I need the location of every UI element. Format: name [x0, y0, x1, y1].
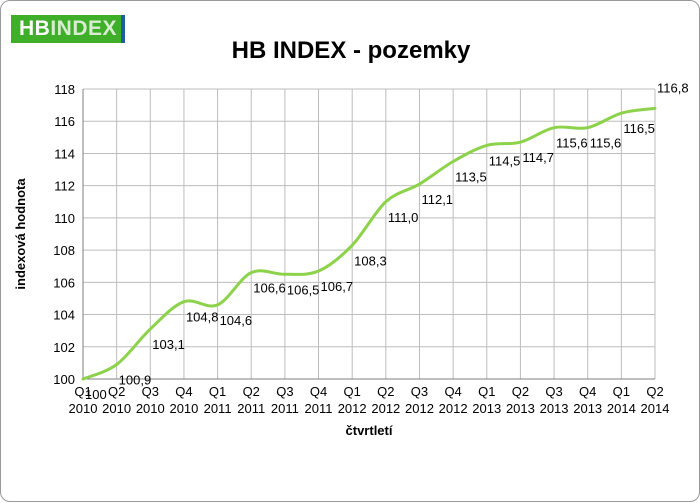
data-label: 106,5 [287, 282, 320, 297]
data-label: 115,6 [556, 136, 588, 151]
x-tick-label-year: 2012 [371, 401, 400, 416]
data-label: 103,1 [152, 337, 185, 352]
x-tick-label-year: 2011 [305, 401, 333, 416]
x-tick-label-quarter: Q1 [344, 384, 361, 399]
data-point [115, 363, 119, 367]
x-tick-label-year: 2013 [506, 401, 535, 416]
x-tick-label-year: 2012 [405, 401, 434, 416]
x-tick-label-quarter: Q3 [411, 384, 428, 399]
x-tick-label-year: 2010 [69, 401, 98, 416]
x-tick-label-year: 2013 [540, 401, 569, 416]
data-label: 108,3 [354, 253, 387, 268]
data-point [350, 243, 354, 247]
data-point [249, 271, 253, 275]
data-point [216, 303, 220, 307]
x-tick-label-year: 2014 [607, 401, 636, 416]
x-tick-label-year: 2011 [271, 401, 299, 416]
x-tick-label-quarter: Q3 [545, 384, 562, 399]
x-tick-label-year: 2010 [136, 401, 165, 416]
x-tick-label-year: 2011 [204, 401, 232, 416]
x-tick-label-year: 2013 [472, 401, 501, 416]
x-tick-label-quarter: Q4 [444, 384, 461, 399]
x-tick-label-year: 2012 [338, 401, 367, 416]
data-point [586, 126, 590, 130]
data-point [182, 300, 186, 304]
data-point [384, 200, 388, 204]
y-tick-label: 114 [54, 146, 75, 161]
chart-title: HB INDEX - pozemky [231, 37, 471, 64]
data-label: 116,8 [657, 80, 689, 95]
x-tick-label-year: 2010 [169, 401, 198, 416]
logo-text-hb: HB [19, 17, 51, 40]
x-tick-label-quarter: Q2 [377, 384, 394, 399]
y-tick-label: 102 [53, 340, 75, 355]
data-label: 100 [85, 387, 107, 402]
x-tick-label-quarter: Q4 [579, 384, 596, 399]
y-tick-label: 106 [53, 275, 75, 290]
x-tick-label-quarter: Q3 [142, 384, 159, 399]
x-tick-label-year: 2010 [102, 401, 131, 416]
data-label: 111,0 [388, 210, 419, 225]
x-tick-label-quarter: Q1 [478, 384, 495, 399]
x-axis-title: čtvrtletí [346, 423, 393, 438]
data-label: 114,5 [489, 153, 521, 168]
data-label: 104,8 [186, 310, 219, 325]
data-point [417, 182, 421, 186]
x-tick-label-quarter: Q1 [74, 384, 91, 399]
data-point [317, 269, 321, 273]
data-point [485, 143, 489, 147]
data-point [283, 272, 287, 276]
x-tick-label-quarter: Q2 [646, 384, 663, 399]
x-tick-label-quarter: Q1 [209, 384, 226, 399]
data-point [451, 160, 455, 164]
y-tick-label: 110 [54, 211, 75, 226]
data-label: 106,6 [253, 281, 286, 296]
data-label: 115,6 [590, 136, 622, 151]
x-tick-label-quarter: Q2 [108, 384, 125, 399]
data-point [653, 106, 657, 110]
y-tick-label: 104 [53, 308, 75, 323]
y-tick-label: 100 [53, 372, 75, 387]
data-point [619, 111, 623, 115]
data-label: 100,9 [119, 373, 152, 388]
y-tick-label: 118 [54, 82, 75, 97]
data-point [552, 126, 556, 130]
data-label: 106,7 [321, 279, 354, 294]
data-label: 114,7 [522, 150, 554, 165]
y-tick-label: 116 [54, 114, 75, 129]
y-tick-label: 108 [53, 243, 75, 258]
x-tick-label-quarter: Q2 [243, 384, 260, 399]
x-tick-label-quarter: Q4 [310, 384, 327, 399]
data-label: 116,5 [623, 121, 655, 136]
x-tick-label-year: 2014 [641, 401, 670, 416]
x-tick-label-quarter: Q2 [512, 384, 529, 399]
data-point [518, 140, 522, 144]
y-tick-label: 112 [54, 179, 75, 194]
x-tick-label-year: 2011 [237, 401, 265, 416]
hbindex-logo: HB INDEX [11, 15, 125, 43]
data-point [148, 327, 152, 331]
x-tick-label-quarter: Q4 [175, 384, 192, 399]
x-tick-label-year: 2012 [439, 401, 468, 416]
data-label: 112,1 [421, 192, 453, 207]
series-line [81, 106, 657, 381]
x-tick-label-quarter: Q3 [276, 384, 293, 399]
data-point [81, 377, 85, 381]
y-axis-title: indexová hodnota [13, 178, 28, 290]
x-tick-label-year: 2013 [573, 401, 602, 416]
data-label: 104,6 [220, 313, 253, 328]
x-tick-label-quarter: Q1 [613, 384, 630, 399]
logo-text-index: INDEX [50, 17, 118, 40]
data-label: 113,5 [455, 170, 487, 185]
